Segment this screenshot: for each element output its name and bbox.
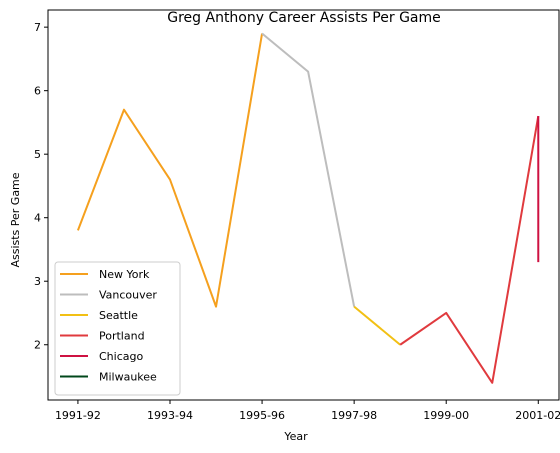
y-tick-label: 7 [34, 21, 41, 34]
chart-title: Greg Anthony Career Assists Per Game [167, 10, 441, 26]
series-line-seattle [353, 305, 401, 346]
legend-label-new-york: New York [99, 268, 150, 281]
x-tick-label: 2001-02 [515, 409, 560, 422]
y-tick-label: 5 [34, 148, 41, 161]
x-tick-label: 1997-98 [331, 409, 377, 422]
series-line-new-york [76, 33, 264, 308]
legend-label-vancouver: Vancouver [99, 289, 157, 302]
plot-area: 2 3 4 5 6 7 1991-92 1993-94 1995-96 1997-98 1999-0… [34, 21, 560, 422]
x-tick-label: 1991-92 [55, 409, 101, 422]
legend: New York Vancouver Seattle Portland Chicago M… [54, 261, 181, 396]
series-line-portland [399, 115, 540, 384]
y-tick-label: 4 [34, 212, 41, 225]
legend-label-milwaukee: Milwaukee [99, 371, 157, 384]
legend-label-chicago: Chicago [99, 350, 143, 363]
x-tick-label: 1995-96 [239, 409, 285, 422]
y-tick-label: 3 [34, 275, 41, 288]
axes-frame [47, 9, 560, 401]
legend-label-portland: Portland [99, 330, 145, 343]
x-tick-label: 1999-00 [423, 409, 469, 422]
y-tick-label: 2 [34, 339, 41, 352]
x-axis-label: Year [283, 430, 308, 443]
y-axis-label: Assists Per Game [9, 172, 22, 267]
legend-label-seattle: Seattle [99, 309, 138, 322]
x-tick-label: 1993-94 [147, 409, 193, 422]
y-tick-label: 6 [34, 85, 41, 98]
series-line-vancouver [261, 32, 356, 307]
